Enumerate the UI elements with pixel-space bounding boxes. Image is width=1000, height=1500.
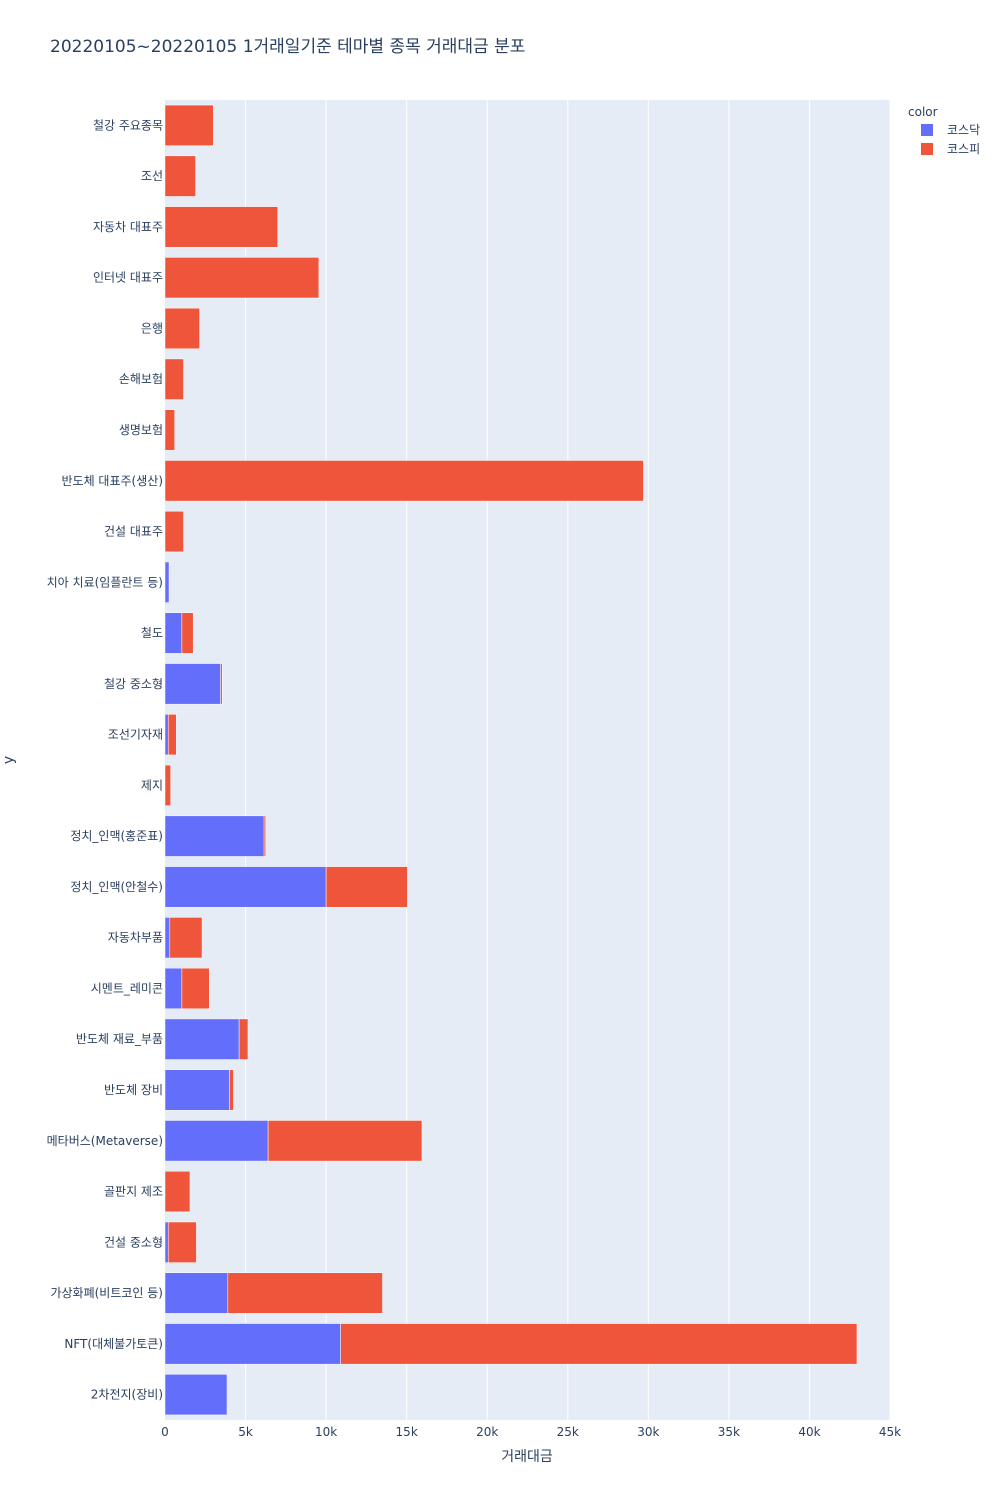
chart-title: 20220105~20220105 1거래일기준 테마별 종목 거래대금 분포 bbox=[50, 37, 526, 57]
bar-kosdaq-9 bbox=[164, 561, 170, 603]
bar-kospi-16 bbox=[169, 917, 203, 959]
bar-kospi-0 bbox=[164, 104, 214, 146]
y-tick-label-4: 은행 bbox=[141, 320, 163, 335]
x-tick-label-4: 20k bbox=[476, 1425, 498, 1439]
y-tick-label-10: 철도 bbox=[141, 626, 163, 640]
bar-kospi-10 bbox=[181, 612, 194, 654]
y-tick-label-13: 제지 bbox=[141, 778, 163, 792]
y-tick-label-24: NFT(대체불가토큰) bbox=[64, 1337, 163, 1351]
bar-kospi-8 bbox=[164, 510, 184, 553]
x-tick-label-2: 10k bbox=[315, 1425, 337, 1439]
bar-kosdaq-24 bbox=[164, 1323, 341, 1365]
bar-kosdaq-17 bbox=[164, 967, 183, 1010]
bar-kospi-17 bbox=[181, 967, 210, 1010]
bar-kospi-15 bbox=[325, 866, 408, 908]
bar-kospi-5 bbox=[164, 358, 184, 400]
x-tick-label-7: 35k bbox=[718, 1425, 740, 1439]
y-tick-label-20: 메타버스(Metaverse) bbox=[47, 1134, 163, 1148]
bar-kosdaq-19 bbox=[164, 1069, 230, 1111]
legend-label-1: 코스피 bbox=[947, 142, 980, 156]
bar-kosdaq-25 bbox=[164, 1374, 228, 1416]
bar-kospi-23 bbox=[227, 1272, 383, 1314]
legend-swatch-1 bbox=[921, 143, 933, 155]
y-tick-label-19: 반도체 장비 bbox=[104, 1083, 163, 1097]
y-tick-label-3: 인터넷 대표주 bbox=[93, 271, 163, 285]
bar-kospi-20 bbox=[267, 1120, 423, 1162]
gridlines bbox=[245, 100, 891, 1420]
bar-kospi-11 bbox=[220, 663, 223, 705]
bar-kospi-2 bbox=[164, 206, 279, 248]
legend-swatch-0 bbox=[921, 124, 933, 136]
y-tick-label-17: 시멘트_레미콘 bbox=[91, 981, 163, 995]
bar-kosdaq-22 bbox=[164, 1221, 169, 1263]
y-tick-label-18: 반도체 재료_부품 bbox=[76, 1032, 163, 1046]
bar-kospi-24 bbox=[340, 1323, 858, 1365]
bar-kospi-4 bbox=[164, 307, 200, 350]
y-tick-label-23: 가상화폐(비트코인 등) bbox=[50, 1286, 163, 1300]
plot-background bbox=[165, 100, 890, 1420]
x-axis-ticks: 0 5k 10k 15k 20k 25k 30k 35k 40k 45k bbox=[161, 1425, 901, 1439]
y-axis-title: y bbox=[1, 756, 17, 764]
y-tick-label-6: 생명보험 bbox=[119, 423, 163, 437]
y-tick-label-0: 철강 주요종목 bbox=[93, 118, 163, 132]
bar-kosdaq-14 bbox=[164, 815, 265, 857]
y-tick-label-11: 철강 중소형 bbox=[104, 677, 163, 691]
bar-kosdaq-15 bbox=[164, 866, 327, 908]
x-tick-label-8: 40k bbox=[798, 1425, 820, 1439]
bar-kosdaq-20 bbox=[164, 1120, 269, 1162]
y-tick-label-8: 건설 대표주 bbox=[104, 525, 163, 539]
bar-kosdaq-18 bbox=[164, 1018, 240, 1060]
x-tick-label-1: 5k bbox=[238, 1425, 253, 1439]
bar-kospi-22 bbox=[167, 1221, 197, 1263]
bar-kospi-13 bbox=[164, 764, 171, 806]
bar-kospi-19 bbox=[229, 1069, 234, 1111]
x-tick-label-5: 25k bbox=[557, 1425, 579, 1439]
x-tick-label-6: 30k bbox=[637, 1425, 659, 1439]
x-tick-label-0: 0 bbox=[161, 1425, 169, 1439]
legend-title: color bbox=[908, 105, 938, 119]
bar-kosdaq-11 bbox=[164, 663, 221, 705]
y-tick-label-21: 골판지 제조 bbox=[104, 1185, 163, 1199]
bar-kosdaq-23 bbox=[164, 1272, 229, 1314]
bar-kospi-3 bbox=[164, 257, 320, 299]
y-tick-label-9: 치아 치료(임플란트 등) bbox=[47, 575, 163, 589]
y-tick-label-2: 자동차 대표주 bbox=[93, 220, 163, 234]
y-tick-label-14: 정치_인맥(홍준표) bbox=[70, 829, 163, 843]
bar-kosdaq-16 bbox=[164, 917, 171, 959]
x-axis-title: 거래대금 bbox=[501, 1449, 553, 1465]
bars bbox=[164, 104, 858, 1416]
bar-kosdaq-12 bbox=[164, 714, 169, 756]
bar-kospi-1 bbox=[164, 155, 196, 197]
bar-kospi-12 bbox=[167, 714, 177, 756]
y-tick-label-12: 조선기자재 bbox=[108, 728, 163, 742]
bar-kospi-6 bbox=[164, 409, 175, 451]
bar-kosdaq-10 bbox=[164, 612, 183, 654]
bar-kospi-18 bbox=[238, 1018, 249, 1060]
legend-label-0: 코스닥 bbox=[947, 123, 980, 137]
y-tick-label-5: 손해보험 bbox=[119, 372, 163, 386]
y-tick-label-25: 2차전지(장비) bbox=[91, 1388, 163, 1402]
bar-kospi-14 bbox=[263, 815, 266, 857]
y-tick-label-15: 정치_인맥(안철수) bbox=[70, 880, 163, 894]
y-tick-label-22: 건설 중소형 bbox=[104, 1235, 163, 1249]
x-tick-label-3: 15k bbox=[396, 1425, 418, 1439]
x-tick-label-9: 45k bbox=[879, 1425, 901, 1439]
y-tick-label-16: 자동차부품 bbox=[108, 931, 163, 945]
bar-kospi-21 bbox=[164, 1170, 191, 1213]
bar-kospi-7 bbox=[164, 460, 644, 502]
y-tick-label-7: 반도체 대표주(생산) bbox=[62, 474, 164, 488]
y-tick-label-1: 조선 bbox=[141, 169, 163, 183]
